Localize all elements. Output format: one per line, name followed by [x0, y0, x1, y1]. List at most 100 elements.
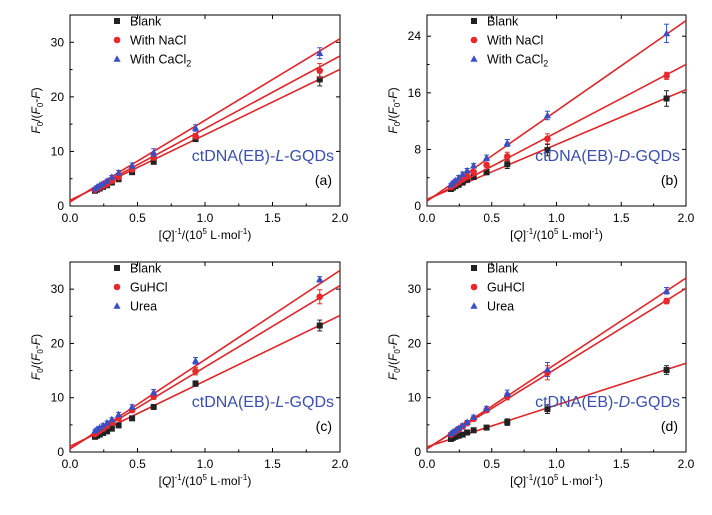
legend: Blank With NaCl With CaCl2	[470, 15, 548, 69]
data-point	[96, 431, 103, 438]
y-axis-title: F0/(F0-F)	[386, 87, 402, 133]
series-2	[427, 63, 686, 202]
data-point	[663, 367, 670, 374]
legend-marker	[113, 302, 121, 309]
data-point	[544, 147, 551, 154]
y-tick-label: 0	[414, 445, 421, 459]
data-point	[482, 154, 491, 161]
legend-label: With CaCl2	[487, 53, 548, 69]
data-point	[504, 161, 511, 168]
legend-marker	[471, 265, 477, 271]
fit-line	[427, 20, 686, 202]
data-point	[100, 430, 107, 436]
fit-line	[427, 63, 686, 202]
data-point	[663, 95, 670, 102]
x-tick-label: 1.5	[613, 211, 630, 225]
x-tick-label: 2.0	[332, 211, 349, 225]
series-3	[427, 20, 686, 202]
y-tick-label: 0	[57, 445, 64, 459]
data-point	[192, 380, 199, 387]
data-point	[482, 404, 491, 412]
data-point	[108, 425, 115, 432]
data-point	[316, 49, 324, 56]
panel-letter: (c)	[316, 418, 332, 434]
fit-line	[70, 68, 340, 201]
chart-panel-2: 0.0 0.5 1.0 1.5 2.0 0 8 16 24 [Q]-1/(105 L·mol-1)…	[386, 14, 695, 242]
data-point	[503, 139, 511, 146]
data-point	[544, 135, 551, 143]
data-point	[463, 418, 471, 425]
panel-letter: (d)	[661, 418, 678, 434]
data-point	[96, 423, 104, 431]
data-point	[503, 389, 511, 397]
data-point	[455, 424, 463, 431]
x-tick-label: 0.5	[483, 211, 500, 225]
x-axis-title: [Q]-1/(105 L·mol-1)	[159, 473, 252, 488]
legend-label: GuHCl	[487, 281, 525, 295]
fit-line	[70, 284, 340, 450]
data-point	[544, 406, 551, 413]
data-point	[115, 410, 123, 418]
data-point	[470, 413, 478, 421]
legend-marker	[470, 36, 478, 44]
data-point	[459, 421, 467, 429]
y-tick-label: 8	[414, 142, 421, 156]
data-point	[662, 286, 671, 294]
legend-marker	[113, 283, 121, 291]
panel-title: ctDNA(EB)-D-GQDs	[535, 148, 680, 165]
legend-label: GuHCl	[130, 281, 168, 295]
data-point	[451, 426, 460, 434]
x-axis-title: [Q]-1/(105 L·mol-1)	[510, 227, 603, 242]
data-point	[99, 421, 107, 429]
legend-marker	[114, 18, 120, 24]
x-tick-label: 1.0	[548, 211, 565, 225]
data-point	[150, 158, 157, 165]
x-tick-label: 0.0	[62, 457, 79, 471]
data-point	[115, 422, 122, 429]
y-tick-label: 0	[414, 199, 421, 213]
data-point	[483, 424, 490, 431]
x-tick-label: 1.0	[197, 211, 214, 225]
data-point	[150, 388, 158, 396]
y-tick-label: 10	[408, 391, 422, 405]
legend-label: Blank	[487, 15, 519, 29]
data-point	[129, 415, 136, 422]
x-axis-title: [Q]-1/(105 L·mol-1)	[159, 227, 252, 242]
legend-marker	[113, 55, 121, 62]
y-tick-label: 20	[51, 90, 65, 104]
x-tick-label: 1.5	[264, 211, 281, 225]
data-point	[470, 427, 477, 434]
data-point	[150, 154, 157, 161]
chart-panel-4: 0.0 0.5 1.0 1.5 2.0 0 10 20 30 [Q]-1/(105 L·mol-1…	[386, 261, 695, 488]
data-point	[103, 177, 111, 184]
y-tick-label: 30	[408, 282, 422, 296]
y-axis-title: F0/(F0-F)	[386, 334, 402, 380]
data-point	[103, 418, 111, 426]
data-point	[463, 166, 471, 174]
y-axis-title: F0/(F0-F)	[29, 87, 45, 133]
chart-panel-1: 0.0 0.5 1.0 1.5 2.0 0 10 20 30 [Q]-1/(105 L·mol-1…	[29, 14, 349, 242]
fit-line	[427, 88, 686, 201]
legend-label: Urea	[487, 300, 514, 314]
x-tick-label: 1.5	[613, 457, 630, 471]
legend-marker	[470, 302, 478, 309]
x-tick-label: 2.0	[332, 457, 349, 471]
data-point	[459, 179, 466, 186]
data-point	[128, 403, 136, 410]
y-tick-label: 30	[51, 282, 65, 296]
legend-marker	[470, 283, 478, 291]
legend-label: With NaCl	[130, 34, 186, 48]
data-point	[470, 161, 478, 169]
data-point	[108, 415, 116, 423]
legend-marker	[470, 55, 478, 62]
series-3	[427, 277, 686, 450]
legend-marker	[114, 265, 120, 271]
legend-label: Blank	[130, 15, 162, 29]
data-point	[115, 168, 123, 176]
legend: Blank GuHCl Urea	[113, 262, 168, 314]
x-tick-label: 0.0	[62, 211, 79, 225]
data-point	[503, 153, 511, 160]
panel-letter: (b)	[661, 172, 678, 188]
data-point	[663, 72, 670, 80]
data-point	[662, 29, 671, 37]
